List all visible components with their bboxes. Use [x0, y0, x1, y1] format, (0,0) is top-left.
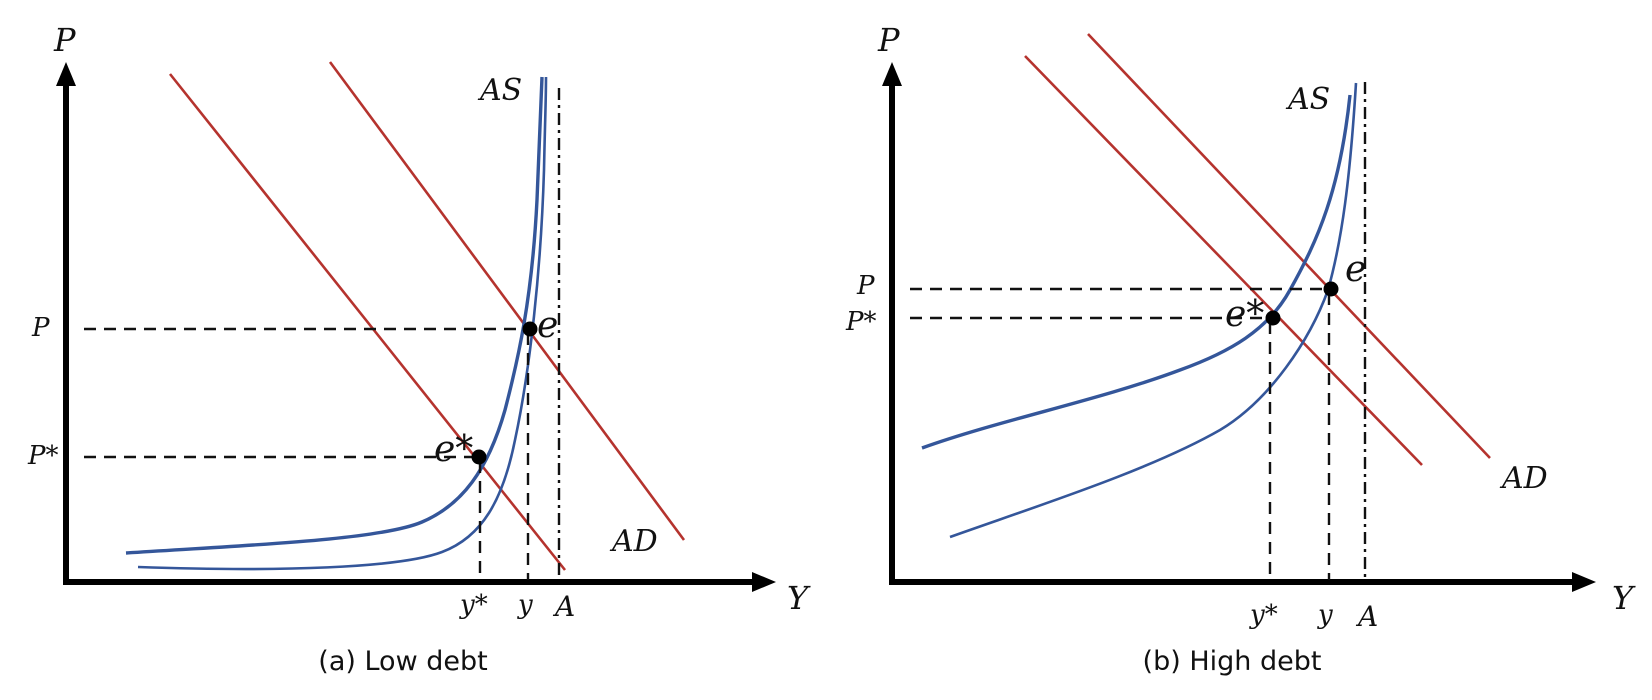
x-axis-arrowhead [752, 572, 776, 592]
ad-curve-high [1087, 33, 1491, 459]
equilibrium-estar [471, 449, 487, 465]
ystar-tick-label: y* [459, 590, 488, 620]
p-tick-label: P [856, 271, 875, 301]
as-curve-inner [137, 76, 548, 571]
a-tick-label: A [1355, 600, 1378, 633]
e-label: e [1345, 249, 1366, 290]
ad-label: AD [609, 524, 658, 559]
p-tick-label: P [31, 313, 50, 343]
ad-curve-high [328, 61, 686, 541]
ad-curve-low [1024, 55, 1423, 466]
y-tick-label: y [1317, 600, 1333, 630]
estar-label: e* [1225, 294, 1264, 335]
x-axis-arrowhead [1572, 572, 1596, 592]
e-label: e [537, 305, 558, 346]
panel-high-debt: P Y AD AS e e* P P* y* y A (b) High debt [845, 21, 1636, 677]
panel-low-debt: P Y AD AS e e* P P* y* y A (a) Low debt [27, 21, 811, 677]
y-axis-label: P [53, 21, 76, 59]
equilibrium-estar [1265, 310, 1281, 326]
ad-label: AD [1499, 461, 1548, 496]
estar-label: e* [434, 429, 473, 470]
caption-high-debt: (b) High debt [1143, 646, 1322, 677]
x-axis-label: Y [1612, 579, 1636, 617]
y-tick-label: y [517, 590, 533, 620]
ystar-tick-label: y* [1249, 600, 1278, 630]
as-curve-outer [125, 76, 544, 555]
ad-curve-low [168, 73, 567, 571]
a-tick-label: A [552, 590, 575, 623]
y-axis-arrowhead [882, 62, 902, 86]
equilibrium-e [1323, 281, 1339, 297]
y-axis-arrowhead [56, 62, 76, 86]
pstar-tick-label: P* [27, 441, 59, 471]
equilibrium-e [522, 321, 538, 337]
as-label: AS [1285, 82, 1330, 117]
y-axis-label: P [877, 21, 900, 59]
as-label: AS [477, 73, 522, 108]
x-axis-label: Y [787, 579, 811, 617]
caption-low-debt: (a) Low debt [318, 646, 487, 677]
as-curve-inner [949, 82, 1358, 539]
as-curve-outer [921, 94, 1352, 450]
pstar-tick-label: P* [845, 307, 877, 337]
